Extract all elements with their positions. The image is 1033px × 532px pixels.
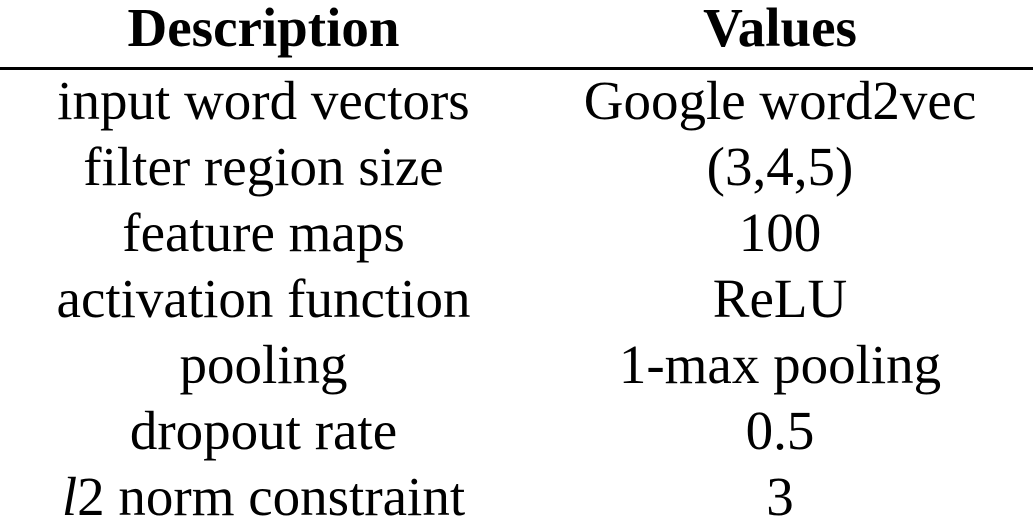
- row-description: input word vectors: [57, 70, 470, 131]
- table-row: dropout rate 0.5: [0, 400, 1033, 466]
- table-row: feature maps 100: [0, 202, 1033, 268]
- table-row: filter region size (3,4,5): [0, 136, 1033, 202]
- row-value: ReLU: [712, 268, 848, 329]
- row-description: filter region size: [83, 136, 444, 197]
- row-value: 100: [738, 202, 822, 263]
- row-value: 1-max pooling: [618, 334, 942, 395]
- row-description-text: 2 norm constraint: [77, 466, 466, 527]
- row-value: 0.5: [745, 400, 815, 461]
- table-row: activation function ReLU: [0, 268, 1033, 334]
- row-value: (3,4,5): [706, 136, 854, 197]
- row-description: l2 norm constraint: [0, 466, 527, 528]
- row-value: 3: [766, 466, 794, 527]
- header-description: Description: [127, 0, 400, 58]
- header-rule: [0, 67, 1033, 70]
- table-row: pooling 1-max pooling: [0, 334, 1033, 400]
- row-description: pooling: [179, 334, 348, 395]
- row-description: activation function: [56, 268, 471, 329]
- table-header-row: Description Values: [0, 0, 1033, 66]
- table-row: input word vectors Google word2vec: [0, 70, 1033, 136]
- row-value: Google word2vec: [583, 70, 977, 131]
- table-row: l2 norm constraint 3: [0, 466, 1033, 532]
- row-description: dropout rate: [129, 400, 398, 461]
- header-values: Values: [703, 0, 857, 58]
- l2-italic-prefix: l: [61, 466, 78, 527]
- row-description: feature maps: [122, 202, 405, 263]
